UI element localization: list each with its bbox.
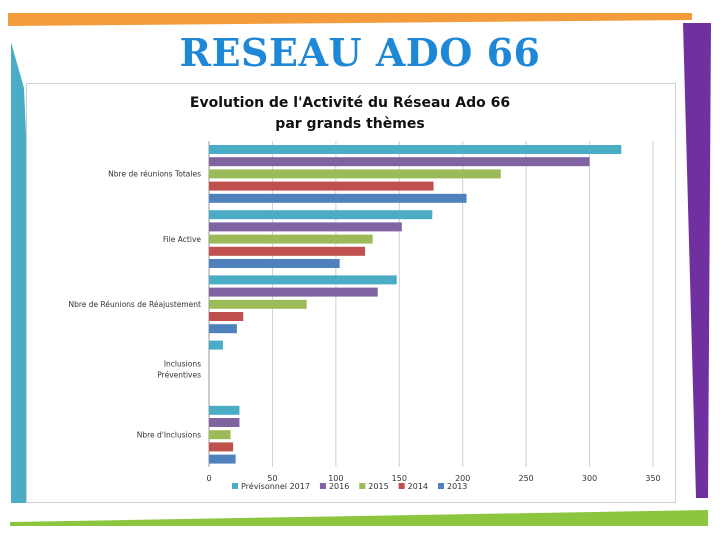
bar-1-0 [209, 210, 433, 220]
x-tick-label: 350 [645, 474, 660, 483]
bar-0-2 [209, 169, 501, 179]
legend-swatch-3 [398, 483, 405, 489]
legend-label-0: Prévisonnel 2017 [241, 481, 310, 491]
bar-0-4 [209, 193, 467, 203]
chart-frame: Evolution de l'Activité du Réseau Ado 66… [26, 83, 676, 503]
bar-0-1 [209, 157, 590, 167]
bar-1-4 [209, 259, 340, 268]
bar-1-3 [209, 246, 366, 256]
chart-title-line2: par grands thèmes [275, 116, 424, 132]
bar-0-3 [209, 181, 434, 191]
slide-title: RESEAU ADO 66 [179, 30, 541, 75]
legend-label-3: 2014 [408, 482, 428, 491]
chart-title-line1: Evolution de l'Activité du Réseau Ado 66 [190, 95, 510, 111]
bar-4-0 [209, 405, 240, 415]
bar-2-4 [209, 324, 237, 334]
legend-swatch-1 [319, 483, 326, 489]
bar-1-1 [209, 222, 402, 232]
right-purple-stripe [683, 23, 711, 498]
x-tick-label: 100 [328, 474, 343, 483]
bar-2-2 [209, 299, 307, 309]
bar-3-0 [209, 340, 223, 350]
category-label: Préventives [157, 371, 201, 380]
bar-4-1 [209, 418, 240, 427]
category-label: File Active [163, 235, 202, 244]
category-label: Nbre de Réunions de Réajustement [68, 300, 201, 309]
category-label: Nbre d'Inclusions [137, 430, 201, 439]
bar-2-1 [209, 287, 378, 297]
legend-swatch-2 [359, 483, 366, 489]
bar-0-0 [209, 145, 622, 154]
legend-label-4: 2013 [447, 482, 467, 491]
bar-4-3 [209, 442, 234, 452]
chart: Evolution de l'Activité du Réseau Ado 66… [68, 95, 660, 491]
top-orange-stripe [8, 13, 692, 26]
legend-label-2: 2015 [368, 482, 388, 491]
x-tick-label: 300 [582, 474, 597, 483]
category-label: Nbre de réunions Totales [108, 170, 201, 179]
legend-swatch-0 [232, 483, 238, 489]
x-tick-label: 50 [267, 474, 277, 483]
x-tick-label: 150 [392, 474, 407, 483]
x-tick-label: 0 [206, 474, 211, 483]
bar-4-2 [209, 430, 231, 440]
bar-2-0 [209, 275, 397, 285]
category-label: Inclusions [164, 360, 201, 369]
x-tick-label: 250 [519, 474, 534, 483]
bar-1-2 [209, 234, 373, 244]
legend-label-1: 2016 [329, 482, 349, 491]
x-tick-label: 200 [455, 474, 470, 483]
bar-2-3 [209, 312, 244, 321]
legend-swatch-4 [438, 483, 445, 489]
bottom-green-stripe [10, 510, 708, 526]
bar-4-4 [209, 454, 236, 464]
